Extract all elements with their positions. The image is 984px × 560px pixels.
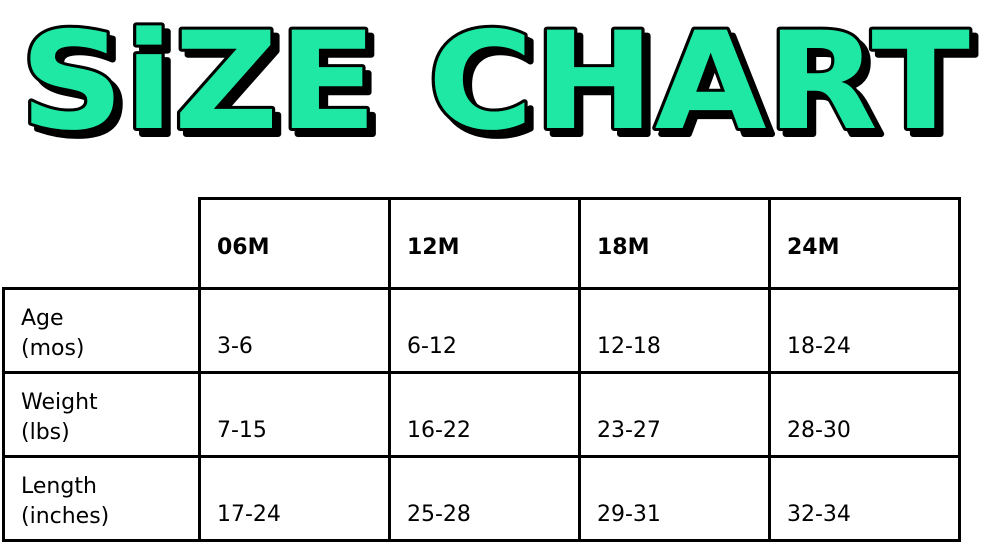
row-unit: (mos) xyxy=(21,336,85,361)
table-cell: 12-18 xyxy=(578,287,771,374)
table-cell: 18-24 xyxy=(768,287,961,374)
table-cell: 7-15 xyxy=(198,371,391,458)
row-header: Weight (lbs) xyxy=(2,371,201,458)
table-cell: 16-22 xyxy=(388,371,581,458)
table-row-weight: Weight (lbs) 7-15 16-22 23-27 28-30 xyxy=(2,371,961,458)
column-header: 06M xyxy=(198,197,391,290)
corner-cell xyxy=(3,198,201,290)
column-header: 24M xyxy=(768,197,961,290)
row-label: Weight xyxy=(21,390,98,415)
table-cell: 28-30 xyxy=(768,371,961,458)
column-header: 18M xyxy=(578,197,771,290)
row-header: Age (mos) xyxy=(2,287,201,374)
row-label: Length xyxy=(21,474,97,499)
table-cell: 6-12 xyxy=(388,287,581,374)
table-cell: 23-27 xyxy=(578,371,771,458)
table-row-length: Length (inches) 17-24 25-28 29-31 32-34 xyxy=(2,455,961,542)
title-text: SiZE CHART xyxy=(20,3,970,160)
row-header: Length (inches) xyxy=(2,455,201,542)
table-cell: 32-34 xyxy=(768,455,961,542)
table-cell: 29-31 xyxy=(578,455,771,542)
size-chart-title: SiZE CHART xyxy=(17,0,973,160)
column-header: 12M xyxy=(388,197,581,290)
table-cell: 17-24 xyxy=(198,455,391,542)
row-unit: (inches) xyxy=(21,504,110,529)
row-label: Age xyxy=(21,306,64,331)
row-unit: (lbs) xyxy=(21,420,70,445)
table-row-age: Age (mos) 3-6 6-12 12-18 18-24 xyxy=(2,287,961,374)
size-table: 06M 12M 18M 24M Age (mos) 3-6 6-12 12-18 … xyxy=(2,197,961,542)
header-row: 06M 12M 18M 24M xyxy=(3,197,961,290)
table-cell: 3-6 xyxy=(198,287,391,374)
table-cell: 25-28 xyxy=(388,455,581,542)
